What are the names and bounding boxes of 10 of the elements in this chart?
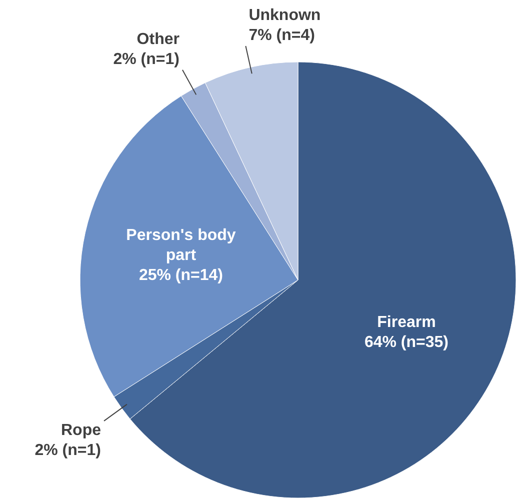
data-label: 2% (n=1) bbox=[113, 50, 180, 68]
slice-label: Unknown bbox=[248, 6, 321, 24]
data-label: 64% (n=35) bbox=[364, 334, 449, 352]
slice-label: Firearm bbox=[377, 314, 436, 332]
slice-label: Other bbox=[136, 30, 180, 48]
data-label: 2% (n=1) bbox=[34, 442, 101, 459]
data-label: 7% (n=4) bbox=[248, 26, 315, 44]
slice-label: Rope bbox=[61, 422, 102, 439]
data-label: 25% (n=14) bbox=[138, 266, 224, 284]
slice-label: Person's body part bbox=[126, 226, 236, 264]
